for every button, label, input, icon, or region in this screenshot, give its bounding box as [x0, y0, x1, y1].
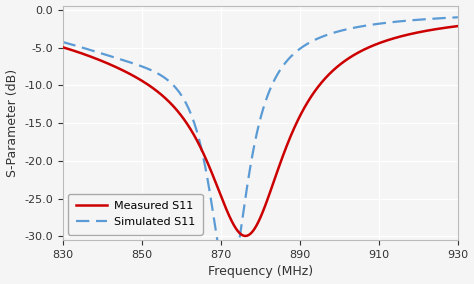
Measured S11	[455, 24, 461, 28]
Simulated S11	[211, 218, 217, 222]
Simulated S11	[405, 19, 410, 22]
Measured S11	[243, 234, 248, 238]
Y-axis label: S-Parameter (dB): S-Parameter (dB)	[6, 69, 18, 177]
Simulated S11	[105, 54, 110, 57]
Measured S11	[128, 73, 134, 76]
Measured S11	[211, 177, 217, 180]
Line: Measured S11: Measured S11	[63, 26, 458, 236]
Simulated S11	[218, 257, 223, 261]
X-axis label: Frequency (MHz): Frequency (MHz)	[208, 266, 313, 278]
Measured S11	[105, 62, 110, 65]
Measured S11	[60, 45, 65, 49]
Simulated S11	[447, 16, 453, 19]
Measured S11	[405, 33, 410, 36]
Simulated S11	[455, 16, 461, 19]
Simulated S11	[60, 40, 65, 44]
Legend: Measured S11, Simulated S11: Measured S11, Simulated S11	[68, 193, 203, 235]
Simulated S11	[128, 61, 134, 64]
Line: Simulated S11: Simulated S11	[63, 17, 458, 259]
Measured S11	[447, 25, 453, 29]
Measured S11	[228, 219, 234, 222]
Simulated S11	[228, 257, 234, 261]
